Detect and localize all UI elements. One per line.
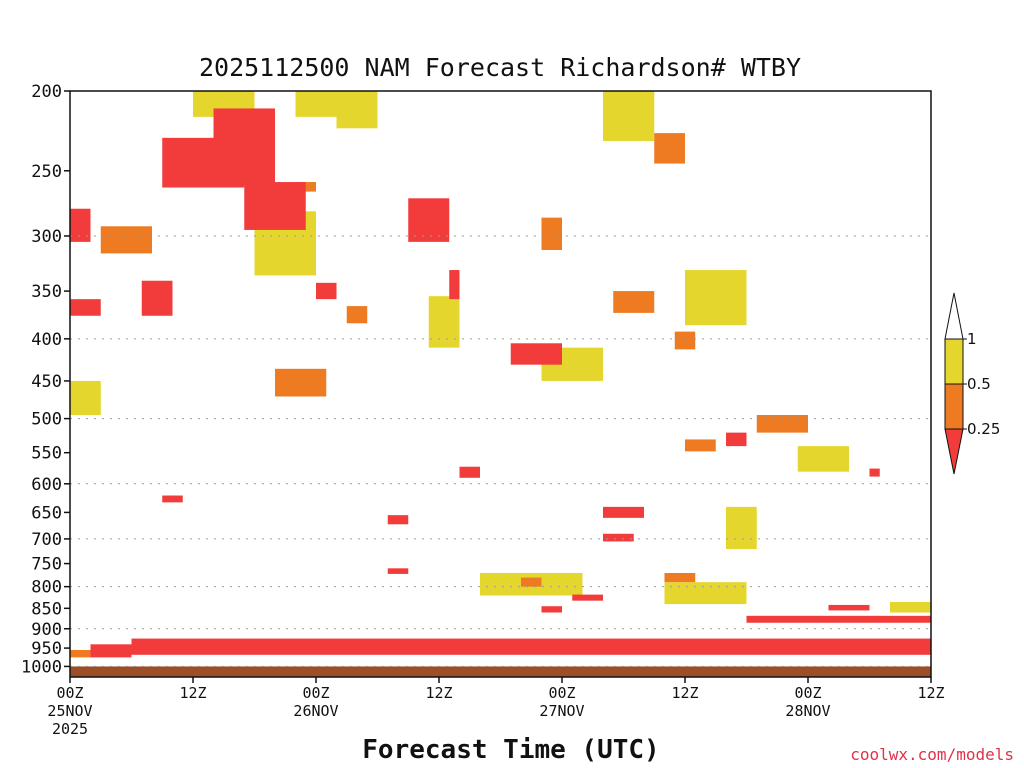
ri-region-ee7a22	[664, 572, 696, 583]
colorbar-red-triangle	[944, 428, 964, 475]
ri-region-f23c3c	[162, 495, 183, 503]
ri-region-f23c3c	[141, 280, 173, 316]
colorbar-legend: 1 0.5 0.25	[944, 292, 1000, 475]
y-tick-label: 300	[31, 227, 62, 247]
colorbar-yellow-segment	[944, 338, 964, 385]
plot-cells	[70, 91, 931, 677]
ri-region-f23c3c	[459, 466, 480, 478]
ri-region-e5d62d	[797, 446, 849, 472]
ri-region-ee7a22	[613, 291, 655, 313]
x-tick-label: 12Z	[917, 684, 944, 702]
y-tick-label: 650	[31, 503, 62, 523]
x-tick-label: 12Z	[425, 684, 452, 702]
colorbar-white-triangle	[944, 292, 964, 340]
y-tick-label: 400	[31, 330, 62, 350]
ri-region-f23c3c	[70, 299, 101, 316]
ri-region-f23c3c	[387, 568, 409, 574]
ri-region-f23c3c	[449, 270, 460, 300]
ri-region-e5d62d	[603, 91, 655, 141]
chart-title: 2025112500 NAM Forecast Richardson# WTBY	[199, 53, 801, 82]
ri-region-ee7a22	[521, 577, 542, 587]
ri-region-f23c3c	[162, 137, 245, 188]
colorbar-label: 0.5	[967, 375, 991, 393]
colorbar-label: 0.25	[967, 420, 1000, 438]
ri-region-ee7a22	[541, 217, 562, 250]
ri-region-e5d62d	[336, 91, 378, 129]
x-tick-label: 2025	[52, 720, 88, 738]
plot-frame	[69, 90, 932, 678]
y-tick-label: 700	[31, 530, 62, 550]
y-tick-label: 200	[31, 82, 62, 102]
ri-region-e5d62d	[664, 582, 747, 605]
ri-region-f23c3c	[541, 606, 562, 613]
ri-region-e5d62d	[890, 601, 931, 613]
x-tick-label: 00Z	[302, 684, 329, 702]
y-tick-label: 800	[31, 578, 62, 598]
colorbar-orange-segment	[944, 383, 964, 430]
ri-region-f23c3c	[90, 644, 132, 658]
ri-region-ee7a22	[346, 306, 368, 324]
ri-region-e5d62d	[295, 91, 337, 117]
y-tick-label: 850	[31, 599, 62, 619]
y-tick-label: 950	[31, 639, 62, 659]
credit-link[interactable]: coolwx.com/models	[850, 745, 1014, 764]
ri-region-f23c3c	[726, 432, 747, 447]
ri-region-e5d62d	[726, 506, 757, 549]
ri-region-f23c3c	[131, 638, 931, 655]
y-tick-label: 750	[31, 555, 62, 575]
ri-region-ee7a22	[70, 649, 91, 658]
y-tick-label: 900	[31, 620, 62, 640]
ri-region-ee7a22	[685, 439, 716, 452]
x-tick-label: 00Z	[548, 684, 575, 702]
x-tick-label: 00Z	[56, 684, 83, 702]
y-tick-label: 350	[31, 282, 62, 302]
ri-region-ee7a22	[674, 331, 696, 350]
ri-region-f23c3c	[603, 506, 644, 518]
ri-region-f23c3c	[869, 468, 880, 477]
ri-region-ee7a22	[654, 133, 685, 164]
ri-region-f23c3c	[70, 208, 91, 242]
ri-region-e5d62d	[685, 270, 747, 326]
ri-region-ee7a22	[100, 226, 152, 254]
x-tick-label: 12Z	[671, 684, 698, 702]
ground-layer	[70, 666, 931, 677]
x-axis-title: Forecast Time (UTC)	[362, 735, 659, 765]
x-tick-label: 26NOV	[293, 702, 338, 720]
ri-region-f23c3c	[244, 182, 306, 230]
ri-region-f23c3c	[828, 604, 870, 611]
y-tick-label: 550	[31, 444, 62, 464]
ri-region-f23c3c	[603, 533, 634, 542]
x-tick-label: 28NOV	[785, 702, 830, 720]
y-tick-label: 250	[31, 162, 62, 182]
x-tick-label: 27NOV	[539, 702, 584, 720]
y-tick-label: 500	[31, 410, 62, 430]
y-tick-label: 1000	[21, 657, 62, 677]
y-tick-label: 450	[31, 372, 62, 392]
ri-region-ee7a22	[275, 368, 327, 397]
ri-region-f23c3c	[510, 343, 562, 365]
ri-region-f23c3c	[316, 282, 337, 300]
ri-region-e5d62d	[428, 296, 460, 348]
x-tick-label: 00Z	[794, 684, 821, 702]
y-axis: 200 250 300 350 400 450 500 550 600 650 700 750 8008…	[21, 82, 70, 677]
x-tick-label: 25NOV	[47, 702, 92, 720]
ri-region-f23c3c	[572, 594, 603, 601]
ri-region-ee7a22	[756, 415, 808, 433]
ri-region-f23c3c	[387, 515, 409, 525]
ri-region-f23c3c	[746, 615, 931, 623]
ri-region-f23c3c	[408, 198, 450, 242]
ri-region-e5d62d	[70, 380, 101, 416]
y-tick-label: 600	[31, 475, 62, 495]
colorbar-label: 1	[967, 330, 977, 348]
x-tick-label: 12Z	[179, 684, 206, 702]
